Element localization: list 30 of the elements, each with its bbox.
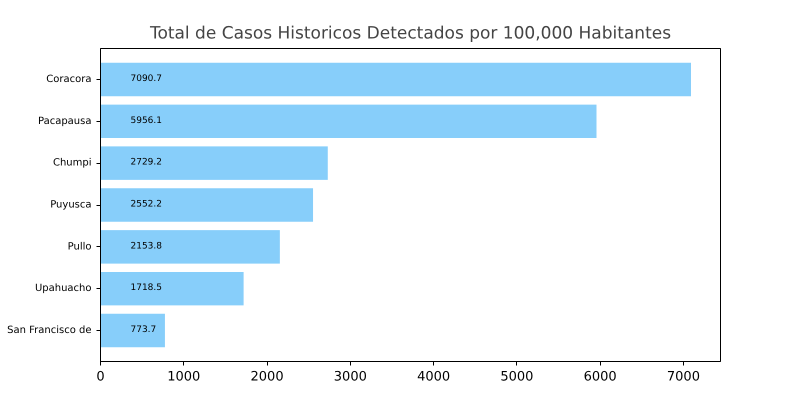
x-tick-label: 0 bbox=[96, 370, 105, 384]
x-tick-label: 5000 bbox=[500, 370, 534, 384]
y-tick-label: Pullo bbox=[68, 241, 92, 252]
x-tick-label: 4000 bbox=[417, 370, 450, 384]
data-label: 5956.1 bbox=[130, 116, 162, 126]
data-label: 2153.8 bbox=[130, 241, 162, 252]
x-tick-label: 6000 bbox=[584, 370, 617, 384]
data-label: 773.7 bbox=[130, 325, 156, 336]
bar bbox=[100, 104, 597, 138]
bar bbox=[100, 188, 314, 222]
y-tick-label: San Francisco de bbox=[7, 325, 92, 336]
x-tick-label: 7000 bbox=[666, 370, 700, 384]
y-tick-label: Pacapausa bbox=[38, 116, 92, 127]
bar bbox=[100, 146, 328, 180]
y-tick-label: Coracora bbox=[46, 74, 92, 85]
data-label: 2729.2 bbox=[130, 158, 162, 168]
chart-title: Total de Casos Historicos Detectados por 100,000 Habitantes bbox=[148, 24, 672, 44]
x-tick-label: 3000 bbox=[334, 370, 367, 384]
bar bbox=[100, 314, 165, 348]
x-tick-label: 1000 bbox=[167, 370, 200, 384]
y-tick-label: Upahuacho bbox=[34, 283, 92, 294]
bar bbox=[100, 272, 244, 306]
bar bbox=[100, 230, 280, 264]
x-tick-label: 2000 bbox=[250, 370, 284, 384]
y-tick-label: Puyusca bbox=[50, 200, 92, 210]
bar bbox=[100, 62, 691, 96]
y-tick-label: Chumpi bbox=[52, 158, 92, 169]
data-label: 1718.5 bbox=[130, 283, 162, 294]
data-label: 2552.2 bbox=[130, 200, 162, 210]
data-label: 7090.7 bbox=[130, 74, 162, 84]
